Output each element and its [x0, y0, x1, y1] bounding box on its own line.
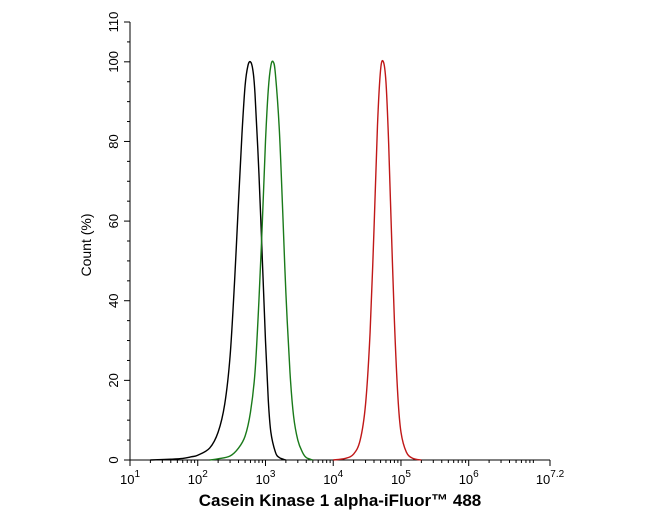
- series-line-3: [333, 59, 422, 461]
- y-tick-label: 100: [106, 51, 121, 73]
- x-tick-label: 103: [255, 469, 275, 487]
- y-tick-label: 20: [106, 373, 121, 387]
- y-tick-label: 0: [106, 456, 121, 463]
- x-tick-label: 101: [120, 469, 140, 487]
- axes: 0 20 40 60 80 100 110 101 102 103 104 105 106 107.2: [106, 12, 565, 487]
- x-axis-label: Casein Kinase 1 alpha-iFluor™ 488: [199, 491, 481, 510]
- y-tick-label: 80: [106, 134, 121, 148]
- series-line-1: [150, 60, 287, 461]
- y-tick-label: 60: [106, 214, 121, 228]
- y-axis-label: Count (%): [78, 213, 94, 276]
- y-tick-label: 40: [106, 293, 121, 307]
- labels: Count (%) Casein Kinase 1 alpha-iFluor™ …: [78, 213, 481, 510]
- x-tick-label: 105: [391, 469, 411, 487]
- x-tick-label: 106: [459, 469, 479, 487]
- y-tick-label: 110: [106, 12, 121, 33]
- series-group: [150, 59, 422, 461]
- series-line-2: [209, 60, 314, 461]
- x-tick-label: 107.2: [536, 469, 565, 487]
- x-tick-label: 104: [323, 469, 343, 487]
- x-tick-label: 102: [188, 469, 208, 487]
